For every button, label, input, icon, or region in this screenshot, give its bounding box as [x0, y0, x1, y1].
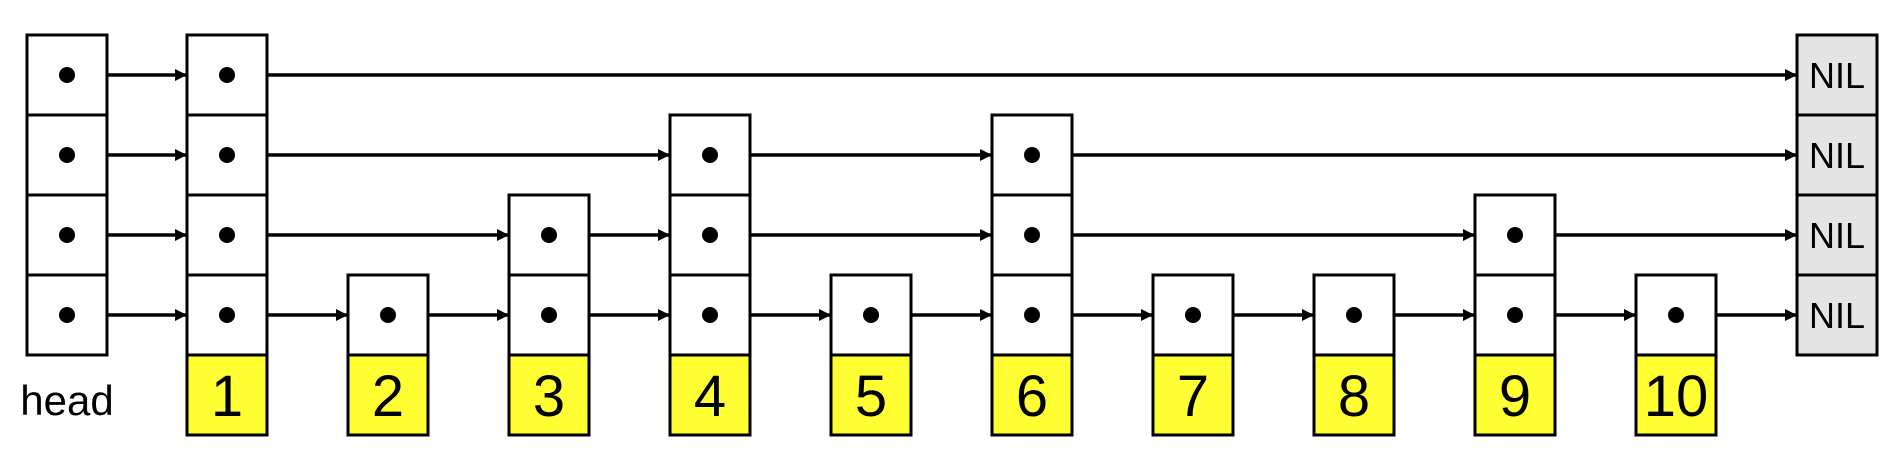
node-4-key-box	[668, 353, 752, 437]
head-pointer-dot	[59, 307, 75, 323]
node-10-pointer-dot	[1668, 307, 1684, 323]
node-7-key-box	[1151, 353, 1235, 437]
node-4-pointer-dot	[702, 307, 718, 323]
node-key-label: 1	[211, 364, 243, 429]
node-6-pointer-dot	[1024, 147, 1040, 163]
node-1-key-box	[185, 353, 269, 437]
node-10-key-box	[1634, 353, 1718, 437]
node-8-key-box	[1312, 353, 1396, 437]
node-8-pointer-dot	[1346, 307, 1362, 323]
node-9-pointer-dot	[1507, 307, 1523, 323]
nil-cell-level-1	[1795, 273, 1879, 357]
node-key-label: 6	[1016, 364, 1048, 429]
head-pointer-dot	[59, 147, 75, 163]
node-6-pointer-dot	[1024, 307, 1040, 323]
node-key-label: 8	[1338, 364, 1370, 429]
node-key-label: 3	[533, 364, 565, 429]
labels: head 1 2 3 4 5 6 7 8 9 10 NIL NIL NIL NIL	[20, 55, 1865, 429]
node-7-pointer-dot	[1185, 307, 1201, 323]
node-3-key-box	[507, 353, 591, 437]
nil-label: NIL	[1809, 135, 1865, 176]
head-label: head	[20, 377, 113, 424]
node-key-label: 2	[372, 364, 404, 429]
nil-label: NIL	[1809, 55, 1865, 96]
node-2-pointer-dot	[380, 307, 396, 323]
node-key-label: 9	[1499, 364, 1531, 429]
node-3-pointer-dot	[541, 307, 557, 323]
node-4-pointer-dot	[702, 147, 718, 163]
node-cells	[25, 33, 1879, 437]
node-5-key-box	[829, 353, 913, 437]
nil-cell-level-4	[1795, 33, 1879, 117]
node-2-key-box	[346, 353, 430, 437]
node-1-pointer-dot	[219, 147, 235, 163]
node-key-label: 10	[1644, 364, 1709, 429]
nil-label: NIL	[1809, 295, 1865, 336]
node-3-pointer-dot	[541, 227, 557, 243]
node-key-label: 7	[1177, 364, 1209, 429]
node-9-pointer-dot	[1507, 227, 1523, 243]
node-key-label: 5	[855, 364, 887, 429]
node-1-pointer-dot	[219, 227, 235, 243]
node-6-pointer-dot	[1024, 227, 1040, 243]
node-4-pointer-dot	[702, 227, 718, 243]
nil-label: NIL	[1809, 215, 1865, 256]
node-1-pointer-dot	[219, 307, 235, 323]
head-pointer-dot	[59, 67, 75, 83]
node-1-pointer-dot	[219, 67, 235, 83]
head-pointer-dot	[59, 227, 75, 243]
node-6-key-box	[990, 353, 1074, 437]
head-cell-level-4	[25, 33, 109, 117]
node-key-label: 4	[694, 364, 726, 429]
node-5-pointer-dot	[863, 307, 879, 323]
node-9-key-box	[1473, 353, 1557, 437]
nil-cell-level-2	[1795, 193, 1879, 277]
node-9-cell-level-2	[1473, 193, 1557, 277]
